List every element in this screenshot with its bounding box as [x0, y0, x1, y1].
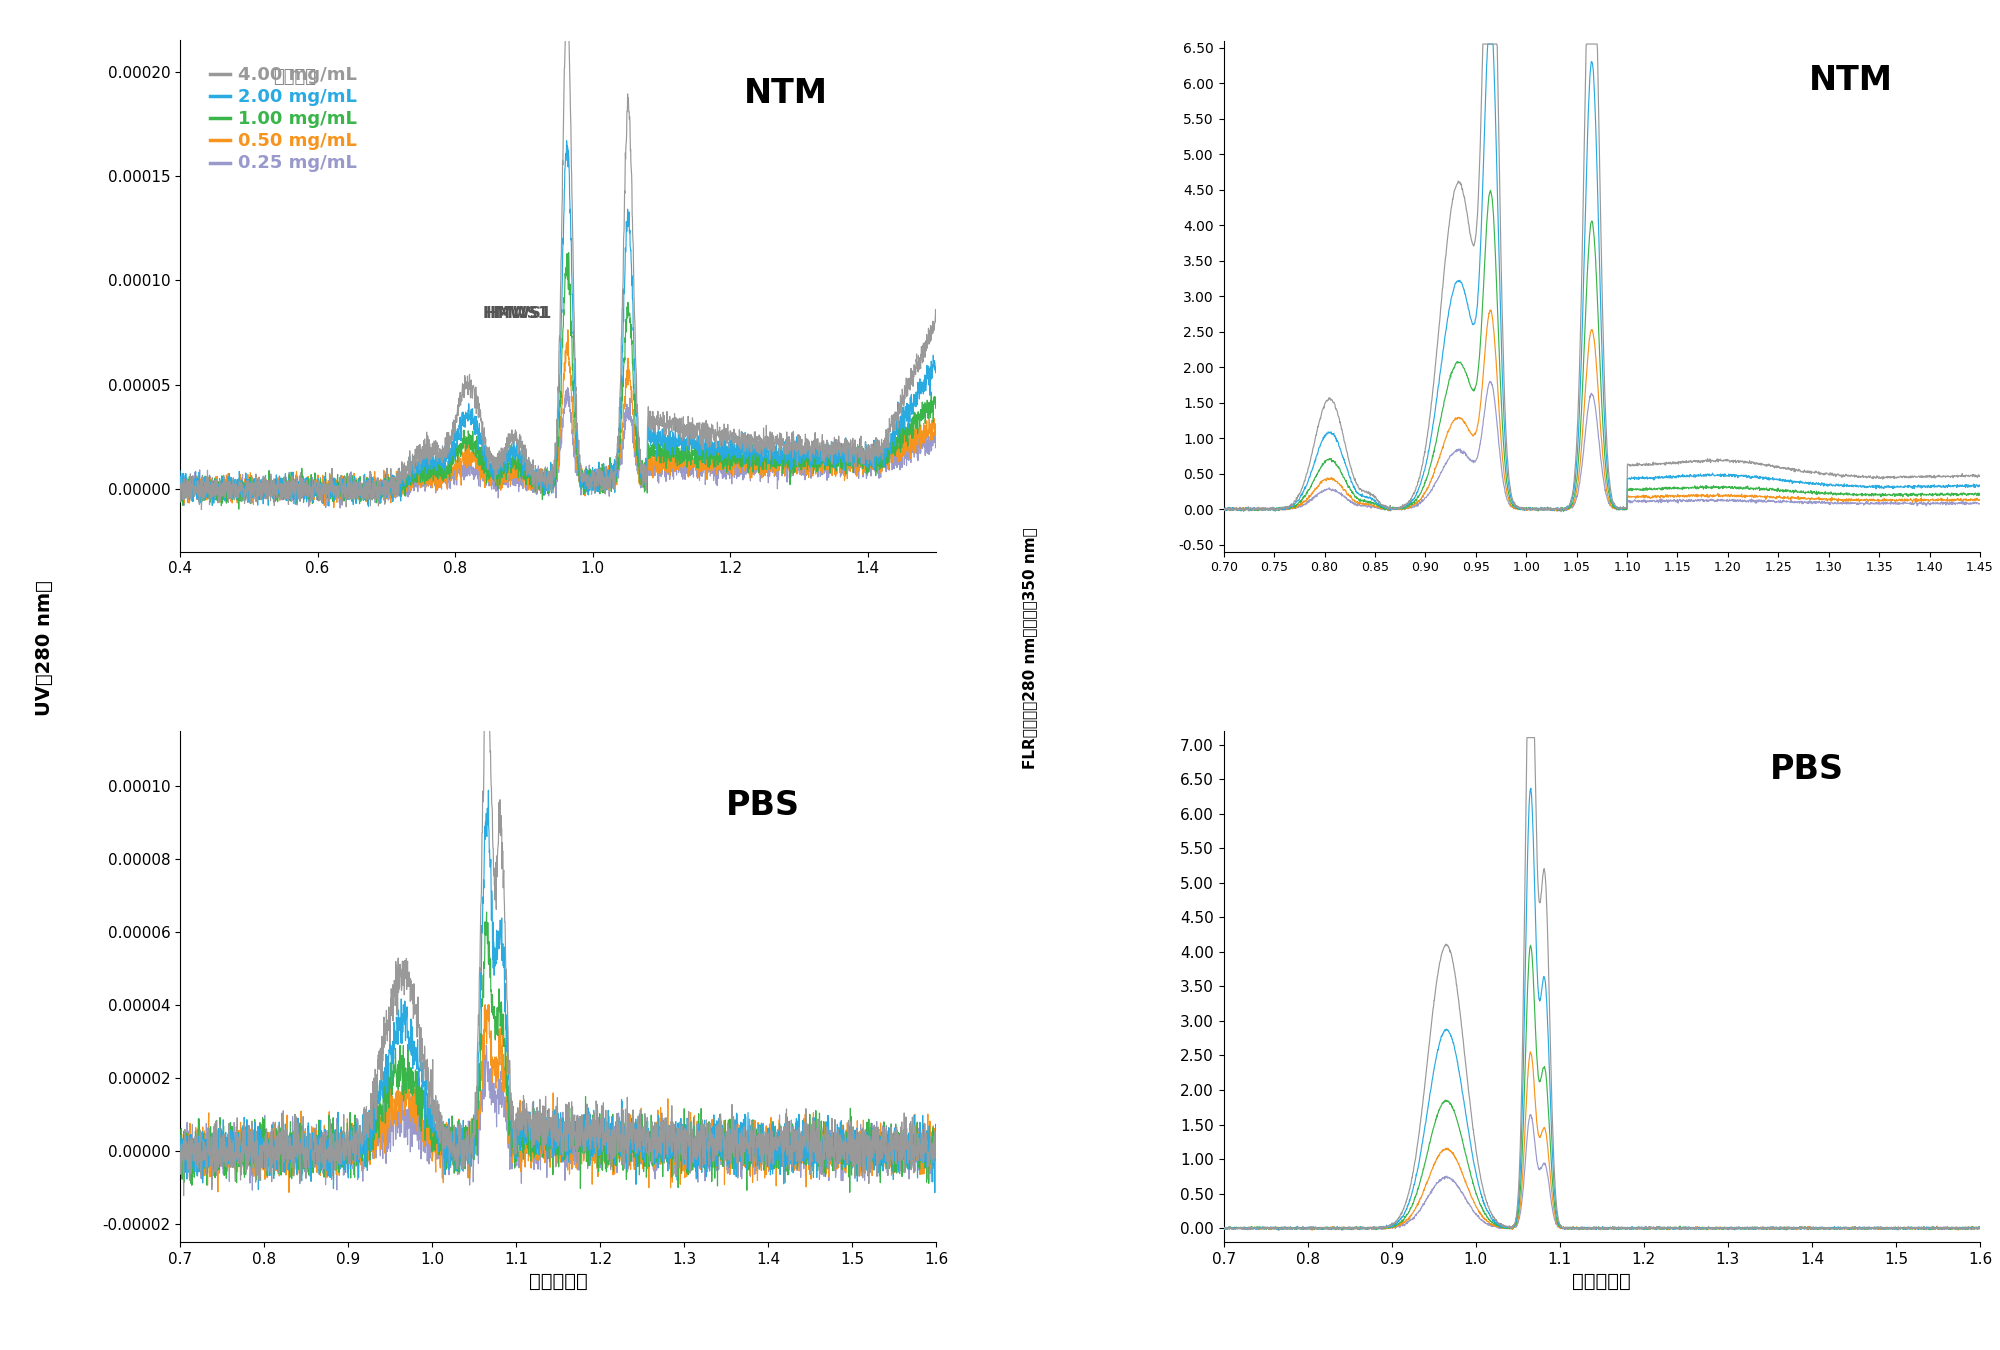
- Text: NTM: NTM: [744, 77, 828, 111]
- Text: PBS: PBS: [1770, 753, 1844, 786]
- Legend: 4.00 mg/mL, 2.00 mg/mL, 1.00 mg/mL, 0.50 mg/mL, 0.25 mg/mL: 4.00 mg/mL, 2.00 mg/mL, 1.00 mg/mL, 0.50…: [204, 59, 364, 180]
- Text: HMWS1: HMWS1: [482, 306, 548, 321]
- X-axis label: 時間（分）: 時間（分）: [1572, 1272, 1632, 1292]
- Text: HMWS1: HMWS1: [486, 306, 552, 321]
- Text: FLR（励起：280 nm、蕃光：350 nm）: FLR（励起：280 nm、蕃光：350 nm）: [1022, 526, 1038, 769]
- Text: モノマー: モノマー: [272, 69, 316, 86]
- X-axis label: 時間（分）: 時間（分）: [528, 1272, 588, 1292]
- Text: NTM: NTM: [1808, 65, 1892, 97]
- Text: PBS: PBS: [726, 788, 800, 822]
- Text: UV（280 nm）: UV（280 nm）: [34, 580, 54, 716]
